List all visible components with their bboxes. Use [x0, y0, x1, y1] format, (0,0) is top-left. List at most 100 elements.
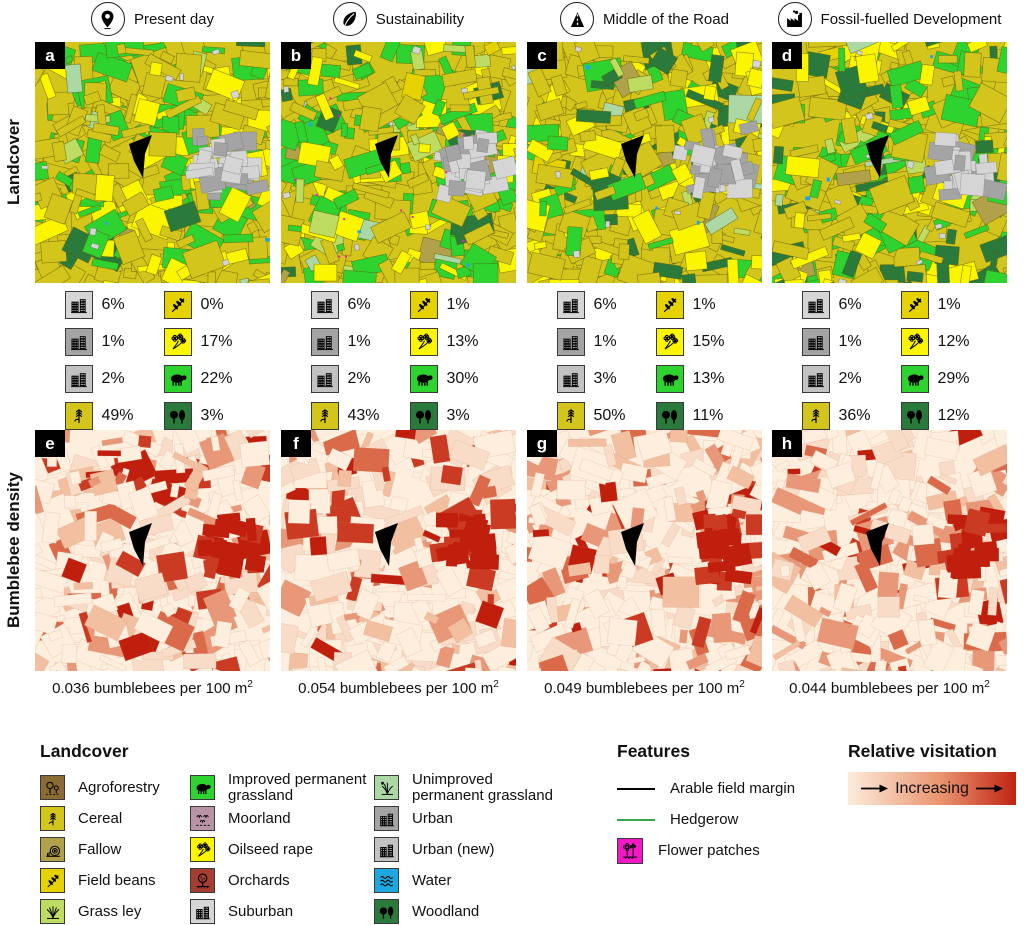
- feature-item-label: Hedgerow: [670, 811, 739, 828]
- stat-value: 3%: [593, 370, 617, 387]
- increase-arrow-icon: [861, 784, 889, 793]
- stats-column: 0% 17% 22% 3%: [163, 291, 241, 430]
- landcover-mosaic: [527, 42, 762, 283]
- legend-item-orchards: Orchards: [190, 868, 366, 893]
- improved_grassland-swatch: [409, 365, 438, 393]
- woodland-swatch: [374, 899, 399, 924]
- cereal-swatch: [64, 402, 93, 430]
- legend-item-label: Unimproved permanent grassland: [412, 770, 553, 804]
- legend-item-moorland: Moorland: [190, 806, 366, 831]
- buildings-icon: [379, 844, 394, 857]
- stat-value: 15%: [692, 333, 725, 350]
- legend-item-label: Suburban: [228, 902, 294, 920]
- stat-improved_grassland: 13%: [655, 365, 733, 393]
- density-mosaic: [527, 430, 762, 671]
- field_beans-swatch: [900, 291, 929, 319]
- density-value: 0.054 bumblebees per 100 m: [298, 680, 494, 697]
- density-value: 0.049 bumblebees per 100 m: [544, 680, 740, 697]
- orchard-tree-icon: [196, 872, 209, 888]
- urban-swatch: [374, 806, 399, 831]
- flower-icon: [622, 842, 638, 859]
- improved_grassland-swatch: [190, 775, 215, 800]
- buildings-icon: [70, 299, 87, 314]
- buildings-icon: [807, 336, 824, 351]
- woodland-swatch: [900, 402, 929, 430]
- grass-icon: [46, 905, 59, 919]
- suburban-swatch: [64, 291, 93, 319]
- scenario-header-present-day: Present day: [35, 0, 270, 38]
- landcover-stats-a: 6% 1% 2% 49% 0% 17% 22% 3%: [35, 291, 270, 430]
- buildings-icon: [316, 299, 333, 314]
- oilseed_rape-swatch: [190, 837, 215, 862]
- scenario-header-sustainability: Sustainability: [281, 0, 516, 38]
- panel-letter: a: [35, 42, 65, 69]
- density-caption-g: 0.049 bumblebees per 100 m2: [527, 679, 762, 697]
- stat-woodland: 12%: [900, 402, 978, 430]
- stat-value: 50%: [593, 407, 626, 424]
- oilseed_rape-swatch: [655, 328, 684, 356]
- landcover-stats-b: 6% 1% 2% 43% 1% 13% 30% 3%: [281, 291, 516, 430]
- trees-icon: [906, 410, 922, 424]
- suburban-swatch: [556, 291, 585, 319]
- feature-item-arable-field-margin: Arable field margin: [617, 775, 795, 802]
- urban_new-swatch: [310, 365, 339, 393]
- legend-item-cereal: Cereal: [40, 806, 160, 831]
- legend-item-label: Water: [412, 871, 452, 889]
- buildings-icon: [807, 373, 824, 388]
- legend-item-grass_ley: Grass ley: [40, 899, 160, 924]
- stat-value: 1%: [347, 333, 371, 350]
- stat-value: 6%: [838, 296, 862, 313]
- stat-oilseed_rape: 13%: [409, 328, 487, 356]
- woodland-swatch: [163, 402, 192, 430]
- legend-landcover-column: Agroforestry Cereal Fallow Field beans Grass…: [40, 775, 160, 924]
- stats-column: 1% 15% 13% 11%: [655, 291, 733, 430]
- stat-value: 6%: [593, 296, 617, 313]
- road-icon: [560, 2, 595, 36]
- oilseed_rape-swatch: [409, 328, 438, 356]
- feature-item-label: Arable field margin: [670, 780, 796, 797]
- stat-value: 3%: [446, 407, 470, 424]
- suburban-swatch: [801, 291, 830, 319]
- field_beans-swatch: [409, 291, 438, 319]
- woodland-swatch: [409, 402, 438, 430]
- density-unit-exponent: 2: [739, 679, 745, 690]
- suburban-swatch: [310, 291, 339, 319]
- sheep-icon: [170, 374, 186, 386]
- field_beans-swatch: [163, 291, 192, 319]
- leaf-icon: [332, 2, 367, 36]
- density-map-g: g: [527, 430, 762, 671]
- legend-item-label: Moorland: [228, 809, 291, 827]
- density-mosaic: [281, 430, 516, 671]
- oilseed_rape-swatch: [900, 328, 929, 356]
- stat-value: 22%: [200, 370, 233, 387]
- stat-value: 11%: [692, 407, 724, 424]
- stat-field_beans: 0%: [163, 291, 241, 319]
- stat-oilseed_rape: 17%: [163, 328, 241, 356]
- landcover-map-c: c: [527, 42, 762, 283]
- field_beans-swatch: [655, 291, 684, 319]
- water-swatch: [374, 868, 399, 893]
- pin-icon: [90, 2, 125, 36]
- stat-suburban: 6%: [556, 291, 634, 319]
- stat-improved_grassland: 22%: [163, 365, 241, 393]
- density-unit-exponent: 2: [493, 679, 499, 690]
- density-caption-f: 0.054 bumblebees per 100 m2: [281, 679, 516, 697]
- urban_new-swatch: [64, 365, 93, 393]
- density-value: 0.044 bumblebees per 100 m: [789, 680, 985, 697]
- stat-oilseed_rape: 15%: [655, 328, 733, 356]
- buildings-icon: [562, 373, 579, 388]
- legend-item-improved_grassland: Improved permanent grassland: [190, 771, 366, 803]
- scenario-title: Present day: [133, 10, 215, 28]
- rape-flowers-icon: [417, 333, 432, 350]
- cereal-swatch: [40, 806, 65, 831]
- density-mosaic: [772, 430, 1007, 671]
- legend-item-urban_new: Urban (new): [374, 837, 553, 862]
- panel-letter: e: [35, 430, 65, 457]
- legend-features-items: Arable field margin Hedgerow Flower patche…: [617, 775, 795, 864]
- stats-column: 1% 12% 29% 12%: [900, 291, 978, 430]
- sheep-icon: [907, 374, 923, 386]
- stat-urban: 1%: [64, 328, 142, 356]
- rape-flowers-icon: [171, 333, 186, 350]
- water-waves-icon: [379, 875, 393, 886]
- beans-icon: [417, 298, 430, 313]
